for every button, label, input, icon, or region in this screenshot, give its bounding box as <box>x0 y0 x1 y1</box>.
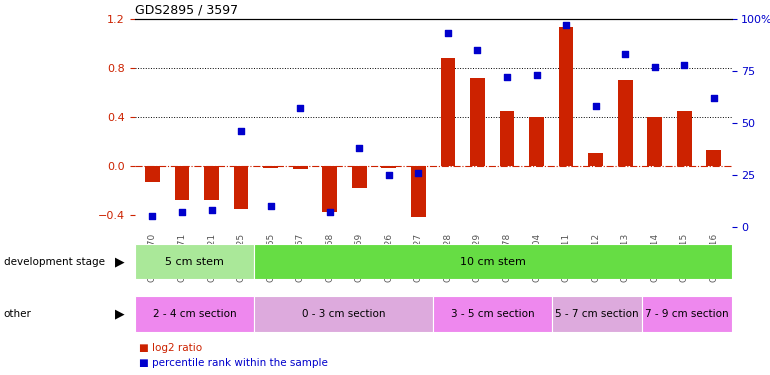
Bar <box>553 296 642 332</box>
Bar <box>706 150 721 166</box>
Bar <box>135 296 254 332</box>
Bar <box>254 244 732 279</box>
Bar <box>440 58 455 166</box>
Text: 5 cm stem: 5 cm stem <box>165 256 224 267</box>
Text: other: other <box>4 309 32 319</box>
Bar <box>135 244 254 279</box>
Point <box>294 105 306 111</box>
Point <box>206 207 218 213</box>
Bar <box>559 27 574 166</box>
Point <box>176 209 188 215</box>
Bar <box>263 166 278 168</box>
Point <box>383 172 395 178</box>
Point <box>442 30 454 36</box>
Point <box>323 209 336 215</box>
Text: development stage: development stage <box>4 256 105 267</box>
Bar <box>254 296 433 332</box>
Bar <box>470 78 485 166</box>
Bar <box>648 117 662 166</box>
Bar <box>381 166 397 168</box>
Point <box>619 51 631 57</box>
Bar <box>175 166 189 200</box>
Text: 10 cm stem: 10 cm stem <box>460 256 526 267</box>
Point <box>590 103 602 109</box>
Text: 5 - 7 cm section: 5 - 7 cm section <box>555 309 639 319</box>
Bar <box>293 166 307 170</box>
Text: ■ log2 ratio: ■ log2 ratio <box>139 343 202 353</box>
Text: 2 - 4 cm section: 2 - 4 cm section <box>152 309 236 319</box>
Text: ■ percentile rank within the sample: ■ percentile rank within the sample <box>139 358 327 368</box>
Text: GDS2895 / 3597: GDS2895 / 3597 <box>135 3 238 16</box>
Bar <box>204 166 219 200</box>
Bar <box>529 117 544 166</box>
Point <box>500 74 513 80</box>
Point <box>264 203 276 209</box>
Bar <box>642 296 732 332</box>
Text: ▶: ▶ <box>115 255 124 268</box>
Point <box>146 213 159 219</box>
Text: 3 - 5 cm section: 3 - 5 cm section <box>451 309 534 319</box>
Point <box>531 72 543 78</box>
Text: 0 - 3 cm section: 0 - 3 cm section <box>302 309 385 319</box>
Bar <box>588 153 603 166</box>
Point <box>235 128 247 134</box>
Bar <box>433 296 553 332</box>
Bar <box>323 166 337 212</box>
Bar <box>677 111 691 166</box>
Bar <box>500 111 514 166</box>
Bar <box>352 166 367 188</box>
Point <box>412 170 424 176</box>
Point <box>648 64 661 70</box>
Bar <box>411 166 426 217</box>
Bar <box>145 166 160 182</box>
Bar <box>618 80 632 166</box>
Text: 7 - 9 cm section: 7 - 9 cm section <box>645 309 728 319</box>
Bar <box>234 166 249 208</box>
Point <box>678 62 691 68</box>
Text: ▶: ▶ <box>115 308 124 321</box>
Point <box>560 22 572 28</box>
Point <box>708 95 720 101</box>
Point <box>471 47 484 53</box>
Point <box>353 145 366 151</box>
